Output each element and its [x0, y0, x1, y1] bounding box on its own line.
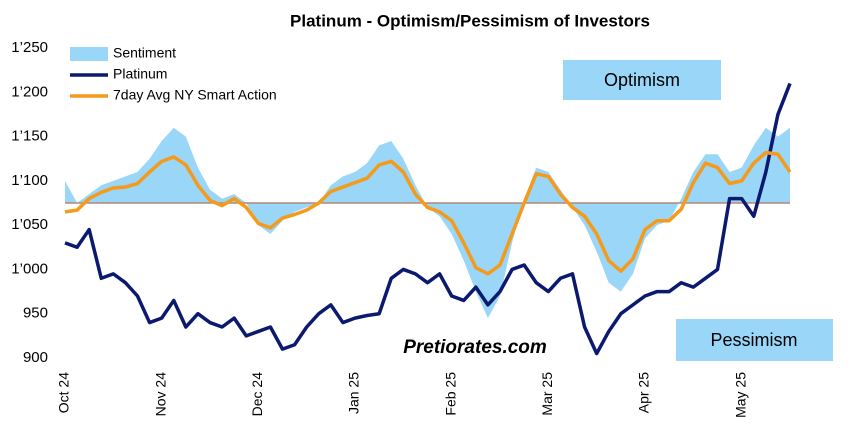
x-tick-label: Apr 25 — [636, 372, 652, 413]
optimism-box — [563, 60, 721, 100]
legend-label: Sentiment — [113, 45, 176, 61]
watermark: Pretiorates.com — [403, 337, 547, 358]
pessimism-box — [676, 319, 833, 361]
y-tick-label: 1’250 — [11, 39, 48, 56]
legend-label: 7day Avg NY Smart Action — [113, 87, 277, 103]
x-tick-label: Feb 25 — [442, 372, 458, 416]
y-tick-label: 1’000 — [11, 260, 48, 277]
sentiment-area — [65, 127, 790, 319]
x-tick-label: Jan 25 — [346, 372, 362, 414]
y-tick-label: 950 — [23, 305, 48, 322]
y-tick-label: 1’100 — [11, 172, 48, 189]
x-tick-label: Dec 24 — [249, 372, 265, 417]
series-line — [64, 150, 792, 276]
x-tick-label: Oct 24 — [56, 372, 72, 413]
y-tick-label: 900 — [23, 349, 48, 366]
x-tick-label: May 25 — [732, 372, 748, 418]
y-tick-label: 1’050 — [11, 216, 48, 233]
annotation: Pessimism — [710, 330, 797, 350]
x-tick-label: Nov 24 — [152, 372, 168, 417]
series-line — [64, 82, 792, 356]
y-tick-label: 1’200 — [11, 83, 48, 100]
annotation: Optimism — [604, 70, 680, 90]
legend-label: Platinum — [113, 66, 167, 82]
chart-title: Platinum - Optimism/Pessimism of Investo… — [290, 11, 650, 30]
x-tick-label: Mar 25 — [539, 372, 555, 416]
y-tick-label: 1’150 — [11, 128, 48, 145]
legend-swatch — [70, 47, 108, 61]
